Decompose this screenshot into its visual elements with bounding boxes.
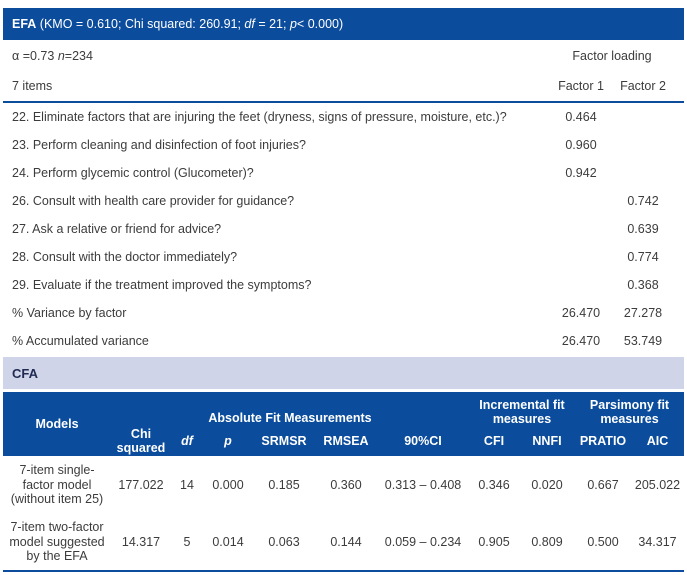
- srmsr-column-header: SRMSR: [261, 434, 307, 448]
- df-value: 14: [180, 477, 194, 492]
- cfa-model-row: 7-item single-factor model (without item…: [3, 456, 684, 514]
- factor2-value: 27.278: [623, 306, 663, 320]
- efa-column-header-row: 7 items Factor 1 Factor 2: [3, 71, 684, 101]
- item-label: 29. Evaluate if the treatment improved t…: [12, 278, 312, 292]
- nnfi-value: 0.020: [531, 477, 563, 492]
- chi-squared-value: 177.022: [118, 477, 164, 492]
- factor2-value: 0.639: [627, 222, 659, 236]
- pratio-value: 0.500: [587, 534, 619, 549]
- item-label: 24. Perform glycemic control (Glucometer…: [12, 166, 254, 180]
- aic-value: 205.022: [634, 477, 681, 492]
- item-label: 22. Eliminate factors that are injuring …: [12, 110, 507, 124]
- factor2-column-header: Factor 2: [620, 79, 666, 93]
- ci90-column-header: 90%CI: [404, 434, 442, 448]
- items-count-label: 7 items: [12, 79, 53, 93]
- srmsr-value: 0.063: [268, 534, 300, 549]
- item-label: 26. Consult with health care provider fo…: [12, 194, 295, 208]
- absolute-fit-group-header: Absolute Fit Measurements: [208, 411, 372, 425]
- aic-column-header: AIC: [646, 434, 669, 448]
- bottom-rule: [3, 570, 684, 572]
- factor2-value: 0.774: [627, 250, 659, 264]
- efa-item-row: 29. Evaluate if the treatment improved t…: [3, 271, 684, 299]
- aic-value: 34.317: [638, 534, 677, 549]
- models-column-header: Models: [35, 417, 79, 431]
- cfi-value: 0.905: [478, 534, 510, 549]
- efa-item-row: 24. Perform glycemic control (Glucometer…: [3, 159, 684, 187]
- rmsea-value: 0.360: [330, 477, 362, 492]
- df-column-header: df: [181, 434, 193, 448]
- ci90-value: 0.313 – 0.408: [384, 477, 462, 492]
- p-value: 0.014: [212, 534, 244, 549]
- summary-label: % Variance by factor: [12, 306, 127, 320]
- efa-item-row: 23. Perform cleaning and disinfection of…: [3, 131, 684, 159]
- efa-item-row: 22. Eliminate factors that are injuring …: [3, 103, 684, 131]
- item-label: 27. Ask a relative or friend for advice?: [12, 222, 222, 236]
- cfa-section-header: CFA: [3, 357, 684, 389]
- nnfi-value: 0.809: [531, 534, 563, 549]
- srmsr-value: 0.185: [268, 477, 300, 492]
- factor2-value: 53.749: [623, 334, 663, 348]
- pratio-value: 0.667: [587, 477, 619, 492]
- summary-label: % Accumulated variance: [12, 334, 149, 348]
- df-value: 5: [183, 534, 191, 549]
- item-label: 28. Consult with the doctor immediately?: [12, 250, 238, 264]
- chi-squared-value: 14.317: [121, 534, 161, 549]
- rmsea-column-header: RMSEA: [323, 434, 369, 448]
- efa-item-row: 26. Consult with health care provider fo…: [3, 187, 684, 215]
- chi-squared-column-header: Chi squared: [116, 427, 166, 455]
- efa-item-row: 27. Ask a relative or friend for advice?…: [3, 215, 684, 243]
- ci90-value: 0.059 – 0.234: [384, 534, 462, 549]
- nnfi-column-header: NNFI: [532, 434, 562, 448]
- factor1-value: 0.464: [565, 110, 597, 124]
- factor1-value: 26.470: [561, 334, 601, 348]
- efa-item-row: 28. Consult with the doctor immediately?…: [3, 243, 684, 271]
- model-label: 7-item single-factor model (without item…: [10, 462, 104, 507]
- p-column-header: p: [224, 434, 232, 448]
- variance-by-factor-row: % Variance by factor 26.470 27.278: [3, 299, 684, 327]
- factor-loading-header: Factor loading: [572, 48, 652, 63]
- alpha-n-label: α =0.73 n=234: [12, 48, 93, 63]
- item-label: 23. Perform cleaning and disinfection of…: [12, 138, 306, 152]
- efa-title: EFA (KMO = 0.610; Chi squared: 260.91; d…: [12, 17, 344, 31]
- cfa-section-label: CFA: [12, 365, 38, 381]
- factor2-value: 0.368: [627, 278, 659, 292]
- model-label: 7-item two-factor model suggested by the…: [9, 519, 105, 564]
- factor1-value: 0.960: [565, 138, 597, 152]
- alpha-row: α =0.73 n=234 Factor loading: [3, 40, 684, 71]
- efa-section-header: EFA (KMO = 0.610; Chi squared: 260.91; d…: [3, 8, 684, 40]
- incremental-fit-group-header: Incremental fit measures: [479, 398, 565, 426]
- parsimony-fit-group-header: Parsimony fit measures: [589, 398, 670, 426]
- p-value: 0.000: [212, 477, 244, 492]
- cfi-value: 0.346: [478, 477, 510, 492]
- cfa-model-row: 7-item two-factor model suggested by the…: [3, 514, 684, 570]
- cfi-column-header: CFI: [483, 434, 505, 448]
- accumulated-variance-row: % Accumulated variance 26.470 53.749: [3, 327, 684, 355]
- factor1-value: 0.942: [565, 166, 597, 180]
- rmsea-value: 0.144: [330, 534, 362, 549]
- header-divider-rule: [3, 101, 684, 103]
- cfa-table-header: Models Absolute Fit Measurements Increme…: [3, 392, 684, 456]
- factor2-value: 0.742: [627, 194, 659, 208]
- pratio-column-header: PRATIO: [579, 434, 627, 448]
- factor1-column-header: Factor 1: [558, 79, 604, 93]
- factor1-value: 26.470: [561, 306, 601, 320]
